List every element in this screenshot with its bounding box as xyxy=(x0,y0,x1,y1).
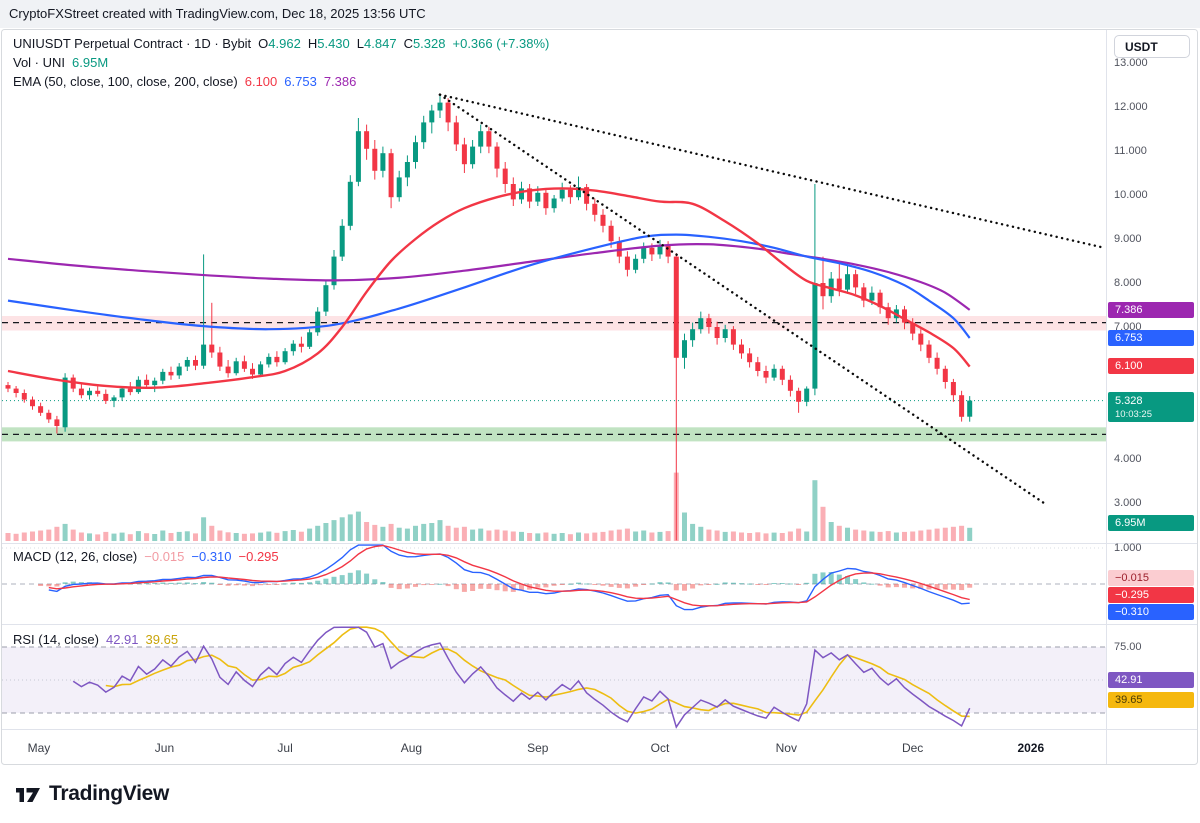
bar-countdown: 10:03:25 xyxy=(1115,409,1152,420)
ohlc-close: C5.328 xyxy=(403,36,446,51)
volume-value: 6.95M xyxy=(72,55,109,70)
footer: TradingView xyxy=(14,781,169,807)
price-tick: 13.000 xyxy=(1114,57,1148,69)
macd-hist-axis-tag: −0.015 xyxy=(1108,570,1194,586)
time-tick-jul[interactable]: Jul xyxy=(277,741,293,755)
ohlc-open: O4.962 xyxy=(258,36,301,51)
price-tick: 9.000 xyxy=(1114,233,1142,245)
time-tick-dec[interactable]: Dec xyxy=(901,741,924,755)
symbol-legend: UNIUSDT Perpetual Contract · 1D · Bybit … xyxy=(13,36,549,93)
rsi-ma-axis-tag: 39.65 xyxy=(1108,692,1194,708)
price-tick: 4.000 xyxy=(1114,453,1142,465)
volume-label: Vol · UNI xyxy=(13,55,66,70)
price-tick: 11.000 xyxy=(1114,145,1147,157)
last-price-axis-tag: 5.328 10:03:25 xyxy=(1108,392,1194,422)
ema100-axis-tag: 6.753 xyxy=(1108,330,1194,346)
macd-label[interactable]: MACD (12, 26, close) xyxy=(13,549,138,564)
macd-signal-value: −0.295 xyxy=(238,549,279,564)
price-tick: 10.000 xyxy=(1114,189,1148,201)
currency-button[interactable]: USDT xyxy=(1114,35,1190,58)
macd-hist-value: −0.015 xyxy=(144,549,185,564)
macd-legend: MACD (12, 26, close) −0.015 −0.310 −0.29… xyxy=(13,549,279,568)
ohlc-low: L4.847 xyxy=(356,36,397,51)
rsi-axis-tag: 42.91 xyxy=(1108,672,1194,688)
ema200-axis-tag: 7.386 xyxy=(1108,302,1194,318)
attribution-bar: CryptoFXStreet created with TradingView.… xyxy=(0,0,1200,28)
ema50-value: 6.100 xyxy=(244,74,278,89)
time-tick-jun[interactable]: Jun xyxy=(154,741,175,755)
macd-line-axis-tag: −0.310 xyxy=(1108,604,1194,620)
macd-signal-axis-tag: −0.295 xyxy=(1108,587,1194,603)
time-tick-may[interactable]: May xyxy=(27,741,51,755)
price-tick: 12.000 xyxy=(1114,101,1148,113)
price-change: +0.366 (+7.38%) xyxy=(452,36,550,51)
volume-row: Vol · UNI 6.95M xyxy=(13,55,549,70)
rsi-ma-value: 39.65 xyxy=(145,632,179,647)
time-tick-sep[interactable]: Sep xyxy=(527,741,549,755)
rsi-axis-tick: 75.00 xyxy=(1114,641,1142,653)
volume-axis-tag: 6.95M xyxy=(1108,515,1194,531)
rsi-legend: RSI (14, close) 42.91 39.65 xyxy=(13,632,178,651)
ema100-value: 6.753 xyxy=(284,74,317,89)
tradingview-logo-icon[interactable] xyxy=(14,781,42,807)
symbol-row: UNIUSDT Perpetual Contract · 1D · Bybit … xyxy=(13,36,549,51)
attribution-text: CryptoFXStreet created with TradingView.… xyxy=(9,6,426,21)
price-tick: 3.000 xyxy=(1114,497,1142,509)
time-tick-aug[interactable]: Aug xyxy=(400,741,423,755)
ema50-axis-tag: 6.100 xyxy=(1108,358,1194,374)
tradingview-logo-text[interactable]: TradingView xyxy=(49,782,170,805)
rsi-label[interactable]: RSI (14, close) xyxy=(13,632,99,647)
last-price-value: 5.328 xyxy=(1115,395,1143,407)
symbol-title[interactable]: UNIUSDT Perpetual Contract · 1D · Bybit xyxy=(13,36,252,51)
time-tick-2026[interactable]: 2026 xyxy=(1017,741,1045,755)
ema200-value: 7.386 xyxy=(323,74,357,89)
ohlc-high: H5.430 xyxy=(307,36,350,51)
time-tick-oct[interactable]: Oct xyxy=(650,741,670,755)
macd-line-value: −0.310 xyxy=(191,549,232,564)
rsi-value: 42.91 xyxy=(105,632,139,647)
time-tick-nov[interactable]: Nov xyxy=(775,741,797,755)
ema-row: EMA (50, close, 100, close, 200, close) … xyxy=(13,74,549,89)
price-tick: 8.000 xyxy=(1114,277,1142,289)
ema-label: EMA (50, close, 100, close, 200, close) xyxy=(13,74,238,89)
macd-axis-tick: 1.000 xyxy=(1114,542,1142,554)
